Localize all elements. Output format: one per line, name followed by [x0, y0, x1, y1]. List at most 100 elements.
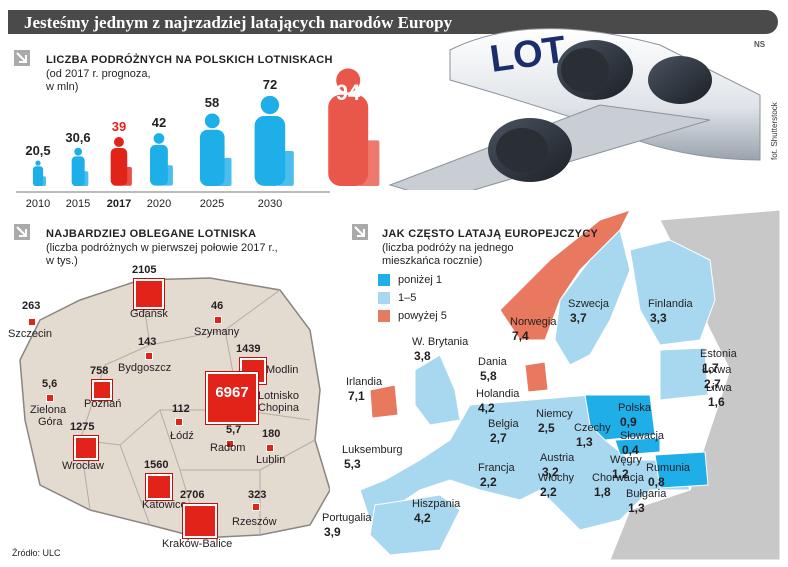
country-value-5: 1,7: [702, 361, 719, 375]
bar-person-2020: [150, 133, 173, 186]
legend-label-above-5: powyżej 5: [398, 310, 447, 322]
country-value-24: 3,9: [324, 525, 341, 539]
bar-body-2020: [150, 145, 168, 186]
country-name-19: Francja: [478, 462, 515, 474]
country-value-14: 0,4: [622, 443, 639, 457]
airport-name-chopin-2: Chopina: [258, 402, 299, 414]
airports-subtitle-2: w tys.): [46, 255, 78, 267]
country-value-1: 3,3: [650, 311, 667, 325]
airport-name-lodz: Łódź: [170, 430, 194, 442]
airport-value-modlin: 1439: [236, 343, 261, 355]
poland-map: [19, 277, 331, 539]
country-value-4: 5,8: [480, 369, 497, 383]
bar-suitcase-2017: [123, 167, 132, 186]
airport-value-gdansk: 2105: [132, 264, 157, 276]
airport-value-szczecin: 263: [22, 300, 41, 312]
airport-name-rzeszow: Rzeszów: [232, 516, 277, 528]
airport-value-wroclaw: 1275: [70, 421, 95, 433]
legend-label-below-1: poniżej 1: [398, 274, 443, 286]
airport-value-chopin: 6967: [215, 384, 249, 401]
country-name-0: Szwecja: [568, 298, 609, 310]
country-name-2: Norwegia: [510, 316, 557, 328]
bar-head-2015: [74, 147, 82, 156]
country-name-9: Holandia: [476, 388, 520, 400]
country-name-12: Belgia: [488, 418, 519, 430]
svg-text:LOT: LOT: [487, 29, 568, 81]
country-value-15: 5,3: [344, 457, 361, 471]
airport-marker-wroclaw: [74, 436, 98, 460]
legend-label-1-5: 1–5: [398, 292, 417, 304]
airport-name-modlin: Modlin: [266, 364, 299, 376]
airport-name-szczecin: Szczecin: [8, 328, 53, 340]
country-value-8: 7,1: [348, 389, 365, 403]
bar-year-2030: 2030: [257, 198, 283, 210]
airport-name-wroclaw: Wrocław: [62, 460, 104, 472]
passengers-subtitle-1: (od 2017 r. prognoza,: [46, 68, 151, 80]
bar-year-2017: 2017: [106, 198, 132, 210]
airport-name-chopin-1: Lotnisko: [258, 390, 299, 402]
country-value-20: 2,2: [540, 485, 557, 499]
country-name-11: Polska: [618, 402, 652, 414]
country-name-5: Estonia: [700, 348, 737, 360]
bar-head-2025: [204, 113, 220, 129]
bar-head-2017: [114, 137, 124, 148]
airport-marker-krakow: [183, 504, 217, 538]
country-name-6: Łotwa: [702, 364, 732, 376]
bar-value-2035: 94: [335, 80, 361, 105]
country-name-1: Finlandia: [648, 298, 693, 310]
bar-suitcase-2035: [357, 140, 380, 186]
bar-person-2010: [32, 160, 46, 186]
legend-swatch-below-1: [378, 274, 390, 286]
photo-credit: fot. Shutterstock: [770, 102, 779, 160]
airport-value-bydgoszcz: 143: [138, 336, 157, 348]
airport-name-bydgoszcz: Bydgoszcz: [118, 362, 172, 374]
country-value-13: 1,3: [576, 435, 593, 449]
airport-name-gdansk: Gdańsk: [130, 308, 168, 320]
bar-value-2017: 39: [111, 119, 127, 135]
section-arrow-icon: [14, 224, 30, 240]
bar-person-2030: [254, 95, 294, 186]
passengers-subtitle-2: w mln): [46, 81, 79, 93]
country-name-14: Słowacja: [620, 430, 665, 442]
country-name-23: Hiszpania: [412, 498, 461, 510]
bar-body-2017: [110, 148, 128, 186]
country-value-21: 1,8: [594, 485, 611, 499]
bar-body-2030: [254, 116, 286, 186]
airport-marker-gdansk: [134, 279, 164, 309]
page-title: Jesteśmy jednym z najrzadziej latających…: [24, 13, 453, 32]
country-value-10: 2,5: [538, 421, 555, 435]
country-name-3: W. Brytania: [412, 336, 469, 348]
bar-suitcase-2010: [40, 176, 46, 186]
country-value-12: 2,7: [490, 431, 507, 445]
bar-body-2010: [32, 166, 44, 186]
country-value-2: 7,4: [512, 329, 529, 343]
country-value-11: 0,9: [620, 415, 637, 429]
bar-person-2017: [110, 137, 132, 186]
bar-person-2015: [71, 147, 89, 186]
country-value-9: 4,2: [478, 401, 495, 415]
airport-value-szymany: 46: [211, 300, 224, 312]
bar-head-2020: [153, 133, 165, 145]
country-name-8: Irlandia: [346, 376, 383, 388]
airport-name-szymany: Szymany: [194, 326, 240, 338]
bar-year-2020: 2020: [146, 198, 172, 210]
bar-body-2015: [71, 156, 85, 186]
country-name-7: Litwa: [706, 382, 732, 394]
airport-marker-rzeszow: [252, 503, 260, 511]
airport-marker-szymany: [214, 316, 222, 324]
airport-marker-szczecin: [28, 318, 36, 326]
airport-name-poznan: Poznań: [84, 398, 122, 410]
airport-marker-katowice: [146, 474, 172, 500]
title-bar: [8, 10, 778, 34]
country-value-3: 3,8: [414, 349, 431, 363]
bar-head-2010: [35, 160, 41, 166]
airports-subtitle-1: (liczba podróżnych w pierwszej połowie 2…: [46, 242, 278, 254]
chart-baseline: [16, 191, 388, 193]
bar-suitcase-2020: [163, 165, 173, 186]
agency-label: NS: [754, 40, 766, 49]
country-name-16: Austria: [540, 452, 575, 464]
country-name-24: Portugalia: [322, 512, 372, 524]
europe-map: [330, 190, 780, 560]
section-arrow-icon: [14, 50, 30, 66]
bar-suitcase-2030: [277, 151, 294, 186]
